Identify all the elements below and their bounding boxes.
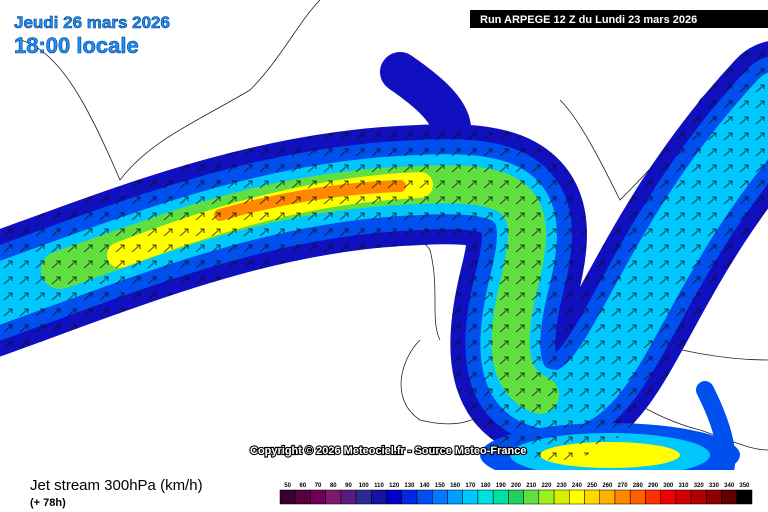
legend-swatch [447, 489, 463, 505]
legend-label: 170 [465, 483, 476, 489]
legend-swatch [508, 489, 524, 505]
run-label: Run ARPEGE 12 Z du Lundi 23 mars 2026 [480, 14, 697, 26]
legend-label: 310 [678, 483, 689, 489]
legend-swatch [645, 489, 661, 505]
legend-swatch [279, 489, 296, 505]
legend-label: 220 [541, 483, 552, 489]
legend-swatch [614, 489, 631, 505]
legend-label: 110 [374, 483, 384, 489]
legend-label: 80 [330, 483, 337, 489]
legend-swatch [553, 489, 570, 505]
legend-label: 290 [648, 483, 659, 489]
legend-label: 140 [420, 483, 431, 489]
footer-title: Jet stream 300hPa (km/h) [30, 477, 203, 494]
legend-swatch [477, 489, 494, 505]
legend-swatch [569, 489, 585, 505]
legend-label: 180 [481, 483, 492, 489]
date-title: Jeudi 26 mars 2026 [14, 13, 170, 32]
legend-label: 300 [663, 483, 674, 489]
legend-swatch [523, 489, 540, 505]
legend-swatch [599, 489, 616, 505]
copyright: Copyright © 2026 Meteociel.fr - Source M… [250, 445, 526, 457]
legend-swatch [492, 489, 509, 505]
legend-swatch [462, 489, 479, 505]
legend-label: 240 [572, 483, 583, 489]
legend-label: 320 [694, 483, 705, 489]
legend-label: 350 [739, 483, 750, 489]
legend-label: 260 [602, 483, 613, 489]
legend-swatch [675, 489, 692, 505]
legend-label: 70 [315, 483, 322, 489]
legend-swatch [690, 489, 707, 505]
legend-label: 330 [709, 483, 720, 489]
legend-swatch [355, 489, 372, 505]
legend-swatch [706, 489, 722, 505]
legend-label: 250 [587, 483, 598, 489]
legend-swatch [629, 489, 646, 505]
legend-label: 100 [359, 483, 370, 489]
legend-swatch [416, 489, 433, 505]
legend-label: 130 [404, 483, 415, 489]
legend-label: 160 [450, 483, 461, 489]
legend-swatch [310, 489, 326, 505]
legend-swatch [294, 489, 311, 505]
legend-swatch [584, 489, 600, 505]
legend-label: 150 [435, 483, 446, 489]
legend-label: 190 [496, 483, 507, 489]
legend-swatch [325, 489, 342, 505]
legend-label: 280 [633, 483, 644, 489]
legend-label: 200 [511, 483, 522, 489]
legend-swatch [660, 489, 677, 505]
legend-swatch [432, 489, 448, 505]
run-box [470, 10, 768, 28]
legend-label: 50 [284, 483, 291, 489]
legend-label: 230 [557, 483, 568, 489]
legend-swatch [538, 489, 555, 505]
footer-lead: (+ 78h) [30, 497, 66, 509]
time-title: 18:00 locale [14, 33, 139, 58]
legend-label: 60 [299, 483, 306, 489]
legend-label: 90 [345, 483, 352, 489]
legend-swatch [340, 489, 357, 505]
legend-swatch [386, 489, 403, 505]
legend-label: 340 [724, 483, 735, 489]
legend-swatch [736, 489, 753, 505]
legend-label: 210 [526, 483, 537, 489]
legend-label: 270 [618, 483, 629, 489]
color-legend: 50 60 70 80 90 100 110 120 130 140 150 160 170 180 190… [279, 483, 753, 505]
legend-swatch [721, 489, 738, 505]
legend-label: 120 [389, 483, 400, 489]
legend-swatch [401, 489, 418, 505]
legend-swatch [371, 489, 387, 505]
